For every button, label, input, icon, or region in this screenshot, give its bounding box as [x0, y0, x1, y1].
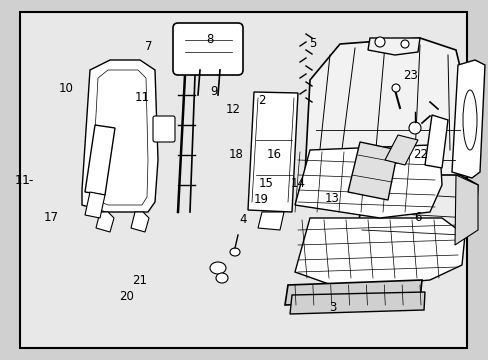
Text: 8: 8 — [206, 33, 214, 46]
Polygon shape — [85, 125, 115, 195]
Text: 3: 3 — [328, 301, 336, 314]
Circle shape — [400, 40, 408, 48]
Ellipse shape — [216, 273, 227, 283]
Text: 17: 17 — [44, 211, 59, 224]
Polygon shape — [354, 175, 477, 252]
Ellipse shape — [229, 248, 240, 256]
Polygon shape — [454, 175, 477, 245]
Text: 23: 23 — [403, 69, 417, 82]
Polygon shape — [258, 212, 284, 230]
Circle shape — [408, 122, 420, 134]
Text: 10: 10 — [59, 82, 73, 95]
Text: 14: 14 — [290, 177, 305, 190]
Polygon shape — [451, 60, 484, 178]
Polygon shape — [424, 115, 447, 168]
Polygon shape — [384, 135, 417, 165]
Text: 15: 15 — [259, 177, 273, 190]
Text: 22: 22 — [412, 148, 427, 161]
Text: 9: 9 — [210, 85, 218, 98]
Polygon shape — [294, 145, 441, 218]
Circle shape — [374, 37, 384, 47]
Polygon shape — [305, 38, 467, 205]
Polygon shape — [285, 280, 421, 305]
Ellipse shape — [209, 262, 225, 274]
Text: 5: 5 — [308, 37, 316, 50]
FancyBboxPatch shape — [173, 23, 243, 75]
Text: 6: 6 — [413, 211, 421, 224]
Text: 11: 11 — [134, 91, 149, 104]
Text: 16: 16 — [266, 148, 281, 161]
Polygon shape — [85, 192, 105, 218]
Text: 13: 13 — [325, 192, 339, 204]
Polygon shape — [82, 60, 158, 212]
FancyBboxPatch shape — [20, 12, 466, 348]
Polygon shape — [96, 212, 114, 232]
Text: 21: 21 — [132, 274, 146, 287]
Circle shape — [391, 84, 399, 92]
Polygon shape — [131, 212, 149, 232]
Polygon shape — [289, 292, 424, 314]
Text: 2: 2 — [257, 94, 265, 107]
Polygon shape — [367, 38, 419, 55]
FancyBboxPatch shape — [153, 116, 175, 142]
Text: 18: 18 — [228, 148, 243, 161]
Text: 1-: 1- — [22, 174, 34, 186]
Text: 4: 4 — [239, 213, 247, 226]
Polygon shape — [347, 142, 397, 200]
Text: 19: 19 — [254, 193, 268, 206]
Text: 20: 20 — [119, 291, 133, 303]
Polygon shape — [294, 218, 464, 288]
Text: 7: 7 — [145, 40, 153, 53]
Polygon shape — [247, 92, 297, 212]
Text: 12: 12 — [225, 103, 240, 116]
Text: 1: 1 — [15, 174, 22, 186]
